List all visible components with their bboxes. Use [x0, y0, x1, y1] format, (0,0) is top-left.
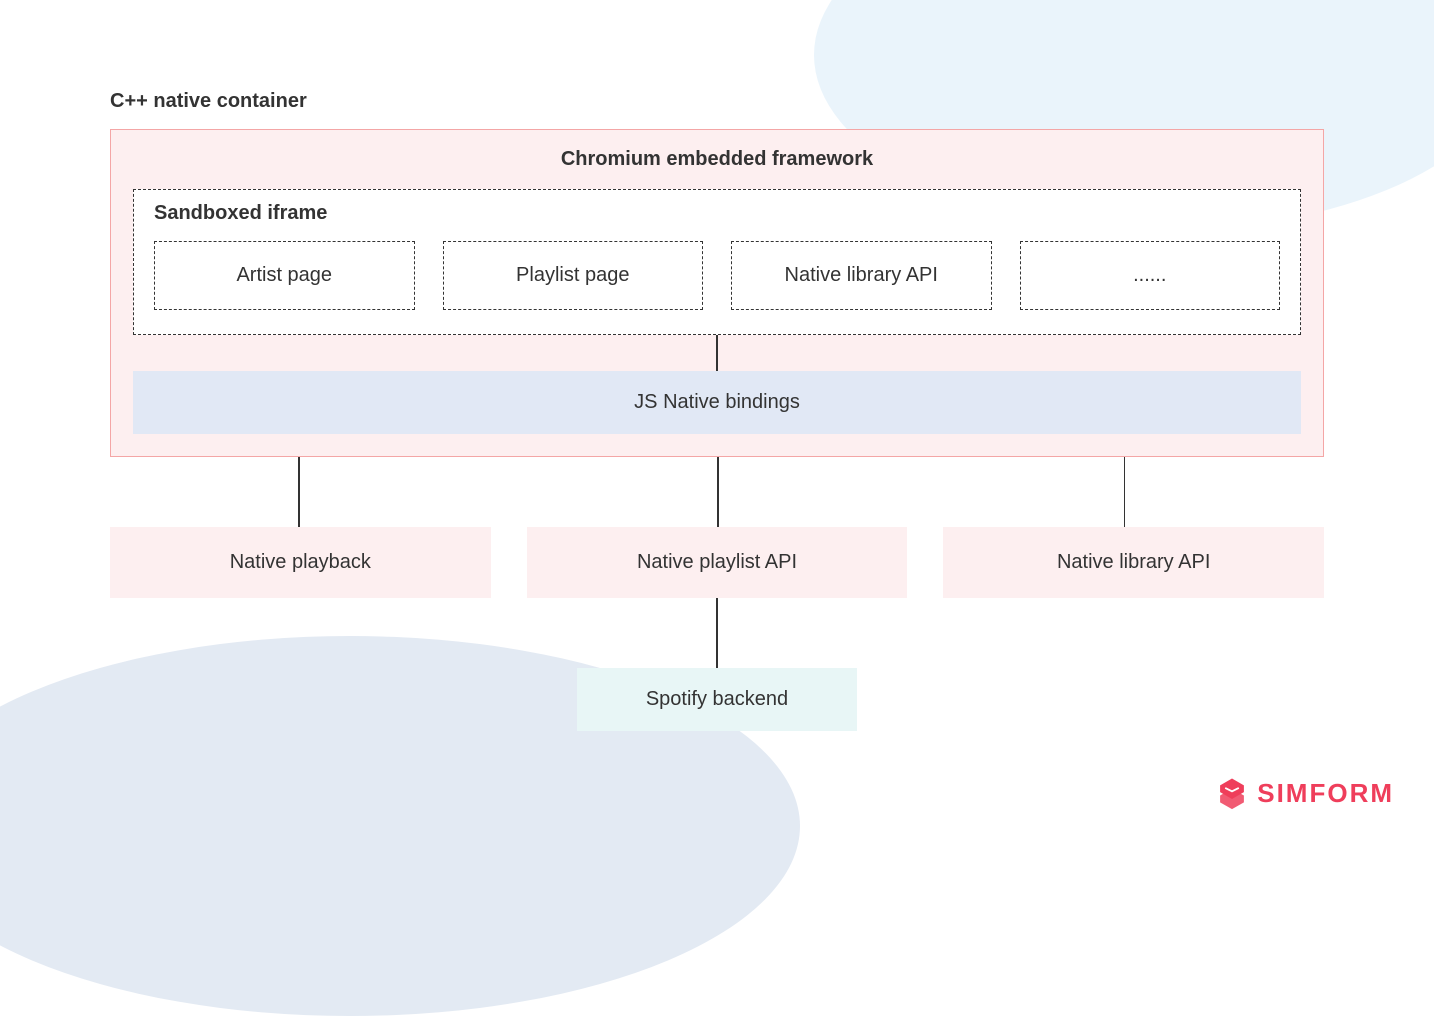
connector-sandbox-to-js	[716, 335, 718, 371]
connector-js-to-native-row	[110, 457, 1324, 527]
connector-line-left	[298, 457, 300, 527]
iframe-item-native-library-api: Native library API	[731, 241, 992, 310]
chromium-framework-box: Chromium embedded framework Sandboxed if…	[110, 129, 1324, 457]
iframe-item-playlist-page: Playlist page	[443, 241, 704, 310]
connector-line-right	[1124, 457, 1126, 527]
iframe-item-ellipsis: ......	[1020, 241, 1281, 310]
outer-container-title: C++ native container	[110, 90, 1324, 113]
simform-logo-icon	[1215, 776, 1249, 810]
iframe-items-row: Artist page Playlist page Native library…	[154, 241, 1280, 310]
connector-native-to-backend	[716, 598, 718, 668]
native-library-api-box: Native library API	[943, 527, 1324, 598]
brand-name: SIMFORM	[1257, 778, 1394, 809]
js-native-bindings-box: JS Native bindings	[133, 371, 1301, 434]
sandboxed-iframe-box: Sandboxed iframe Artist page Playlist pa…	[133, 189, 1301, 335]
native-playlist-api-box: Native playlist API	[527, 527, 908, 598]
iframe-item-artist-page: Artist page	[154, 241, 415, 310]
sandbox-title: Sandboxed iframe	[154, 202, 1280, 225]
diagram-canvas: C++ native container Chromium embedded f…	[0, 0, 1434, 731]
chromium-title: Chromium embedded framework	[133, 148, 1301, 171]
spotify-backend-box: Spotify backend	[577, 668, 857, 731]
connector-line-mid	[717, 457, 719, 527]
native-api-row: Native playback Native playlist API Nati…	[110, 527, 1324, 598]
native-playback-box: Native playback	[110, 527, 491, 598]
brand-logo: SIMFORM	[1215, 776, 1394, 810]
